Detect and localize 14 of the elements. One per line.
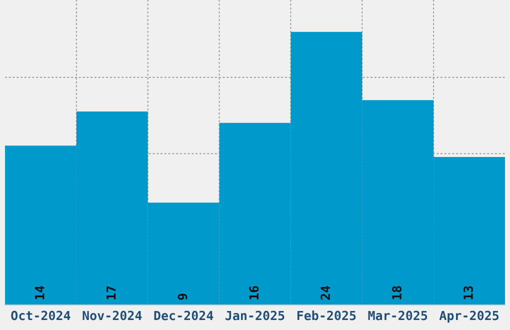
x-tick-label: Oct-2024 bbox=[11, 310, 70, 320]
x-tick-label: Feb-2025 bbox=[297, 310, 356, 320]
data-label: 16 bbox=[249, 286, 259, 300]
data-label: 24 bbox=[320, 286, 330, 300]
x-tick-label: Nov-2024 bbox=[82, 310, 142, 320]
x-tick-label: Apr-2025 bbox=[439, 310, 499, 323]
x-tick-label: Jan-2025 bbox=[226, 310, 284, 320]
data-label: 18 bbox=[392, 286, 402, 300]
data-label: 9 bbox=[178, 294, 188, 300]
data-label: 13 bbox=[463, 286, 473, 300]
data-label: 17 bbox=[106, 286, 116, 300]
x-tick-label: Dec-2024 bbox=[154, 310, 214, 320]
x-tick-label: Mar-2025 bbox=[368, 310, 428, 320]
data-label: 14 bbox=[35, 286, 44, 300]
